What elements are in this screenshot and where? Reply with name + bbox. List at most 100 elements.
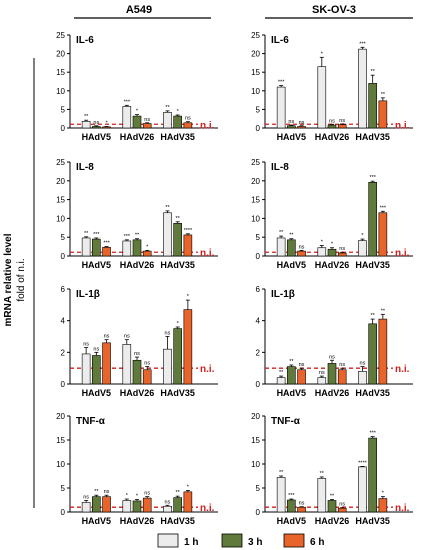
significance-label: ** [165, 105, 170, 111]
y-tick-label: 15 [56, 196, 65, 205]
bar-hadv5-1h [81, 353, 91, 385]
significance-label: ns [339, 502, 345, 508]
y-axis-label-main: mRNA relative level [3, 233, 14, 326]
bar-hadv35-1h [163, 212, 172, 257]
significance-label: *** [288, 493, 295, 499]
bar-hadv35-1h [163, 505, 172, 513]
category-label: HAdV35 [160, 388, 195, 398]
bar-hadv35-1h [163, 112, 172, 129]
significance-label: ns [185, 116, 191, 122]
ni-label: n.i. [395, 248, 410, 259]
ni-label: n.i. [200, 120, 215, 131]
significance-label: ns [165, 499, 171, 505]
bar-hadv26-1h [122, 240, 132, 257]
y-tick-label: 0 [256, 124, 261, 133]
significance-label: ** [176, 490, 181, 496]
category-label: HAdV26 [315, 516, 350, 526]
significance-label: ns [299, 120, 305, 126]
bar-hadv5-3h [92, 238, 101, 257]
y-tick-label: 10 [251, 87, 260, 96]
significance-label: ** [289, 233, 294, 239]
significance-label: * [187, 484, 190, 490]
bar-hadv35-3h [368, 437, 377, 513]
y-tick-label: 2 [61, 348, 66, 357]
bar-hadv35-1h [163, 348, 172, 385]
bar-hadv35-3h [173, 115, 182, 129]
significance-label: ns [93, 120, 99, 126]
bar-hadv5-6h [297, 126, 306, 129]
bar-hadv5-6h [102, 342, 111, 385]
significance-label: ** [84, 231, 89, 237]
ni-label: n.i. [200, 248, 215, 259]
significance-label: * [382, 491, 385, 497]
significance-label: ns [319, 370, 325, 376]
y-tick-label: 15 [56, 436, 65, 445]
bar-hadv5-1h [81, 237, 91, 257]
bar-hadv35-6h [183, 234, 193, 257]
bar-hadv26-3h [132, 359, 142, 385]
bar-hadv35-6h [378, 318, 388, 385]
bar-hadv26-3h [132, 500, 142, 513]
bar-hadv35-6h [378, 212, 388, 257]
panel-title: IL-1β [271, 289, 295, 300]
y-tick-label: 15 [56, 68, 65, 77]
bar-hadv5-1h [276, 377, 286, 385]
category-label: HAdV35 [160, 516, 195, 526]
y-tick-label: 2 [256, 348, 261, 357]
category-label: HAdV5 [82, 132, 112, 142]
significance-label: ns [299, 362, 305, 368]
bar-hadv5-6h [297, 506, 306, 513]
bar-hadv26-1h [122, 106, 132, 129]
significance-label: ns [299, 501, 305, 507]
significance-label: ** [371, 313, 376, 319]
significance-label: ** [84, 114, 89, 120]
bar-hadv26-3h [327, 363, 337, 385]
bar-hadv35-1h [358, 48, 367, 129]
category-label: HAdV26 [315, 260, 350, 270]
y-tick-label: 25 [251, 158, 260, 167]
ni-label: n.i. [395, 364, 410, 375]
significance-label: ns [144, 117, 150, 123]
significance-label: *** [380, 205, 387, 211]
significance-label: ns [329, 118, 335, 124]
bar-hadv35-1h [358, 240, 367, 257]
y-tick-label: 5 [61, 233, 66, 242]
significance-label: * [361, 233, 364, 239]
significance-label: *** [369, 175, 376, 181]
bar-hadv26-6h [142, 250, 152, 257]
significance-label: * [146, 244, 149, 250]
bar-hadv5-6h [102, 126, 111, 129]
significance-label: ** [381, 308, 386, 314]
bar-hadv26-1h [317, 478, 327, 513]
y-axis-label-sub: fold of n.i. [16, 258, 27, 301]
bar-hadv26-1h [122, 500, 132, 513]
y-tick-label: 5 [256, 105, 261, 114]
bar-hadv26-1h [317, 377, 327, 385]
bar-hadv26-1h [317, 66, 327, 129]
y-tick-label: 15 [251, 196, 260, 205]
y-tick-label: 6 [61, 285, 66, 294]
legend-swatch-1h [157, 533, 179, 548]
category-label: HAdV35 [355, 132, 390, 142]
bar-hadv5-6h [102, 247, 111, 257]
y-tick-label: 20 [251, 50, 260, 59]
category-label: HAdV26 [120, 388, 155, 398]
y-tick-label: 0 [61, 252, 66, 261]
significance-label: ns [104, 489, 110, 495]
significance-label: ** [381, 92, 386, 98]
bar-hadv26-3h [132, 239, 142, 257]
bar-hadv35-1h [358, 466, 367, 513]
significance-label: ns [288, 119, 294, 125]
category-label: HAdV5 [277, 388, 307, 398]
significance-label: * [136, 494, 139, 500]
bar-hadv35-6h [183, 122, 193, 129]
y-tick-label: 0 [256, 252, 261, 261]
significance-label: * [331, 242, 334, 248]
significance-label: ns [329, 354, 335, 360]
category-label: HAdV26 [315, 132, 350, 142]
panel-title: TNF-α [76, 416, 106, 427]
category-label: HAdV35 [355, 260, 390, 270]
